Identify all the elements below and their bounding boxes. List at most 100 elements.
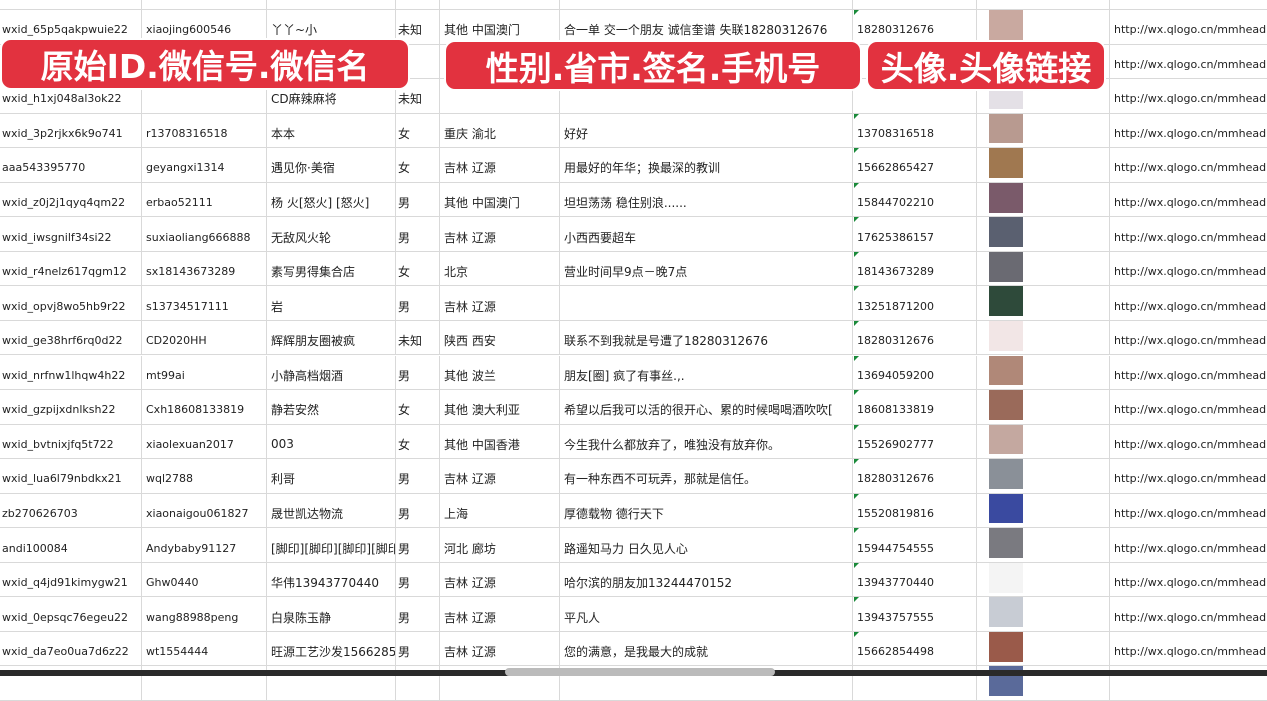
- original-id-cell[interactable]: wxid_gzpijxdnlksh22: [0, 390, 142, 424]
- wechat-name-cell[interactable]: 003: [267, 424, 396, 459]
- region-cell[interactable]: 吉林 辽源: [440, 286, 560, 320]
- wechat-id-cell[interactable]: wang88988peng: [142, 597, 267, 631]
- gender-cell[interactable]: 未知: [396, 79, 440, 113]
- wechat-id-cell[interactable]: erbao52111: [142, 182, 267, 217]
- wechat-id-cell[interactable]: xiaonaigou061827: [142, 493, 267, 528]
- signature-cell[interactable]: 厚德载物 德行天下: [560, 493, 853, 528]
- signature-cell[interactable]: 小西西要超车: [560, 217, 853, 251]
- wechat-id-cell[interactable]: suxiaoliang666888: [142, 217, 267, 251]
- gender-cell[interactable]: 男: [396, 562, 440, 597]
- original-id-cell[interactable]: wxid_opvj8wo5hb9r22: [0, 286, 142, 320]
- phone-cell[interactable]: [853, 79, 977, 113]
- gender-cell[interactable]: 女: [396, 251, 440, 286]
- avatar-url-cell[interactable]: http://wx.qlogo.cn/mmhead: [1110, 252, 1267, 286]
- gender-cell[interactable]: 男: [396, 182, 440, 217]
- signature-cell[interactable]: 今生我什么都放弃了，唯独没有放弃你。: [560, 424, 853, 459]
- signature-cell[interactable]: 哈尔滨的朋友加13244470152: [560, 562, 853, 597]
- avatar-cell[interactable]: [977, 424, 1110, 459]
- region-cell[interactable]: 其他 中国香港: [440, 424, 560, 459]
- signature-cell[interactable]: 营业时间早9点－晚7点: [560, 251, 853, 286]
- wechat-name-cell[interactable]: 小静高档烟酒: [267, 355, 396, 390]
- avatar-cell[interactable]: [977, 528, 1110, 562]
- avatar-cell[interactable]: [977, 355, 1110, 390]
- wechat-id-cell[interactable]: mt99ai: [142, 355, 267, 390]
- avatar-url-cell[interactable]: http://wx.qlogo.cn/mmhead: [1110, 148, 1267, 182]
- original-id-cell[interactable]: aaa543395770: [0, 148, 142, 182]
- avatar-cell[interactable]: [977, 562, 1110, 597]
- phone-cell[interactable]: 15662865427: [853, 148, 977, 182]
- wechat-id-cell[interactable]: geyangxi1314: [142, 148, 267, 182]
- avatar-cell[interactable]: [977, 113, 1110, 148]
- region-cell[interactable]: 吉林 辽源: [440, 562, 560, 597]
- phone-cell[interactable]: 18143673289: [853, 251, 977, 286]
- phone-cell[interactable]: 15844702210: [853, 182, 977, 217]
- wechat-name-cell[interactable]: 素写男得集合店: [267, 251, 396, 286]
- avatar-cell[interactable]: [977, 10, 1110, 44]
- wechat-name-cell[interactable]: 辉辉朋友圈被疯: [267, 320, 396, 355]
- wechat-name-cell[interactable]: 丫丫~小: [267, 10, 396, 44]
- avatar-cell[interactable]: [977, 390, 1110, 424]
- avatar-url-cell[interactable]: http://wx.qlogo.cn/mmhead: [1110, 45, 1267, 79]
- wechat-name-cell[interactable]: 华伟13943770440: [267, 562, 396, 597]
- phone-cell[interactable]: 13694059200: [853, 355, 977, 390]
- signature-cell[interactable]: 合一单 交一个朋友 诚信奎谱 失联18280312676: [560, 10, 853, 44]
- gender-cell[interactable]: 男: [396, 286, 440, 320]
- signature-cell[interactable]: 有一种东西不可玩弄，那就是信任。: [560, 459, 853, 493]
- wechat-name-cell[interactable]: 白泉陈玉静: [267, 597, 396, 631]
- region-cell[interactable]: 吉林 辽源: [440, 631, 560, 666]
- avatar-cell[interactable]: [977, 459, 1110, 493]
- gender-cell[interactable]: 男: [396, 493, 440, 528]
- region-cell[interactable]: 重庆 渝北: [440, 113, 560, 148]
- original-id-cell[interactable]: wxid_z0j2j1qyq4qm22: [0, 182, 142, 217]
- phone-cell[interactable]: 18608133819: [853, 390, 977, 424]
- signature-cell[interactable]: 联系不到我就是号遭了18280312676: [560, 320, 853, 355]
- original-id-cell[interactable]: wxid_lua6l79nbdkx21: [0, 459, 142, 493]
- original-id-cell[interactable]: wxid_0epsqc76egeu22: [0, 597, 142, 631]
- avatar-cell[interactable]: [977, 493, 1110, 528]
- avatar-cell[interactable]: [977, 597, 1110, 631]
- gender-cell[interactable]: [396, 44, 440, 79]
- signature-cell[interactable]: 您的满意，是我最大的成就: [560, 631, 853, 666]
- signature-cell[interactable]: 平凡人: [560, 597, 853, 631]
- gender-cell[interactable]: 女: [396, 390, 440, 424]
- signature-cell[interactable]: [560, 286, 853, 320]
- wechat-name-cell[interactable]: 旺源工艺沙发15662854: [267, 631, 396, 666]
- original-id-cell[interactable]: wxid_bvtnixjfq5t722: [0, 424, 142, 459]
- gender-cell[interactable]: 女: [396, 113, 440, 148]
- original-id-cell[interactable]: wxid_h1xj048al3ok22: [0, 79, 142, 113]
- gender-cell[interactable]: 男: [396, 597, 440, 631]
- original-id-cell[interactable]: wxid_nrfnw1lhqw4h22: [0, 355, 142, 390]
- phone-cell[interactable]: 15526902777: [853, 424, 977, 459]
- original-id-cell[interactable]: wxid_3p2rjkx6k9o741: [0, 113, 142, 148]
- original-id-cell[interactable]: wxid_ge38hrf6rq0d22: [0, 320, 142, 355]
- avatar-url-cell[interactable]: http://wx.qlogo.cn/mmhead: [1110, 459, 1267, 493]
- avatar-cell[interactable]: [977, 286, 1110, 320]
- phone-cell[interactable]: 17625386157: [853, 217, 977, 251]
- avatar-url-cell[interactable]: http://wx.qlogo.cn/mmhead: [1110, 632, 1267, 666]
- wechat-name-cell[interactable]: 静若安然: [267, 390, 396, 424]
- original-id-cell[interactable]: wxid_iwsgnilf34si22: [0, 217, 142, 251]
- horizontal-scrollbar[interactable]: [505, 668, 775, 676]
- avatar-url-cell[interactable]: http://wx.qlogo.cn/mmhead: [1110, 425, 1267, 459]
- wechat-id-cell[interactable]: r13708316518: [142, 113, 267, 148]
- avatar-url-cell[interactable]: http://wx.qlogo.cn/mmhead: [1110, 597, 1267, 631]
- avatar-cell[interactable]: [977, 182, 1110, 217]
- avatar-cell[interactable]: [977, 148, 1110, 182]
- gender-cell[interactable]: 男: [396, 459, 440, 493]
- gender-cell[interactable]: 未知: [396, 10, 440, 44]
- wechat-id-cell[interactable]: s13734517111: [142, 286, 267, 320]
- wechat-id-cell[interactable]: Cxh18608133819: [142, 390, 267, 424]
- region-cell[interactable]: 其他 波兰: [440, 355, 560, 390]
- wechat-id-cell[interactable]: Andybaby91127: [142, 528, 267, 562]
- signature-cell[interactable]: 希望以后我可以活的很开心、累的时候喝喝酒吹吹[: [560, 390, 853, 424]
- signature-cell[interactable]: 路遥知马力 日久见人心: [560, 528, 853, 562]
- gender-cell[interactable]: 男: [396, 355, 440, 390]
- signature-cell[interactable]: 好好: [560, 113, 853, 148]
- region-cell[interactable]: 吉林 辽源: [440, 597, 560, 631]
- gender-cell[interactable]: 男: [396, 528, 440, 562]
- phone-cell[interactable]: 18280312676: [853, 320, 977, 355]
- phone-cell[interactable]: 13251871200: [853, 286, 977, 320]
- region-cell[interactable]: 吉林 辽源: [440, 217, 560, 251]
- gender-cell[interactable]: 男: [396, 217, 440, 251]
- wechat-id-cell[interactable]: CD2020HH: [142, 320, 267, 355]
